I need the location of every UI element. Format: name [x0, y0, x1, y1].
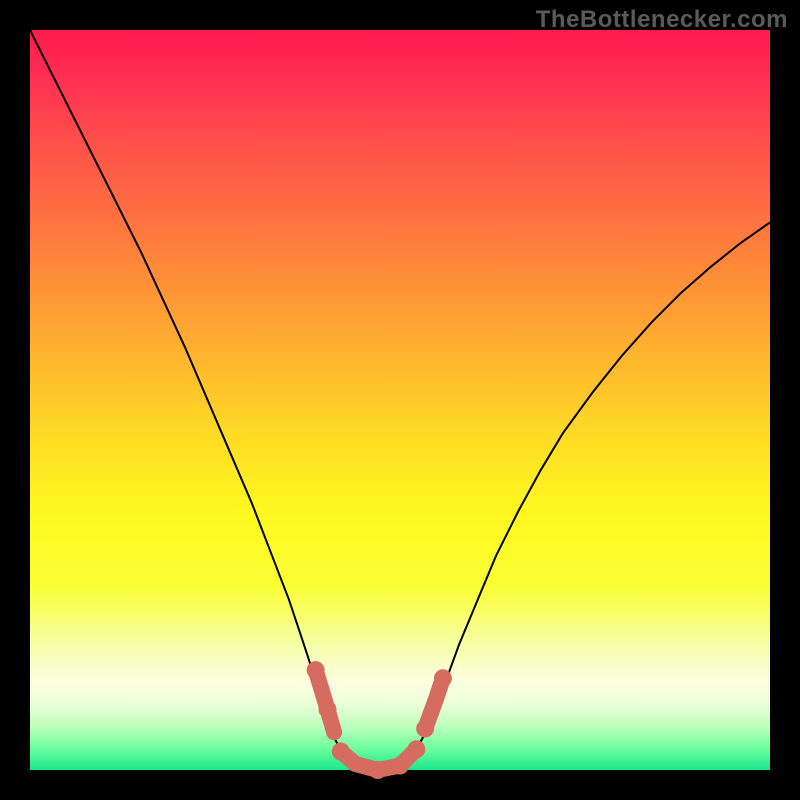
watermark-text: TheBottlenecker.com — [536, 6, 788, 34]
plot-background — [30, 30, 770, 770]
chart-svg — [0, 0, 800, 800]
chart-frame: TheBottlenecker.com — [0, 0, 800, 800]
